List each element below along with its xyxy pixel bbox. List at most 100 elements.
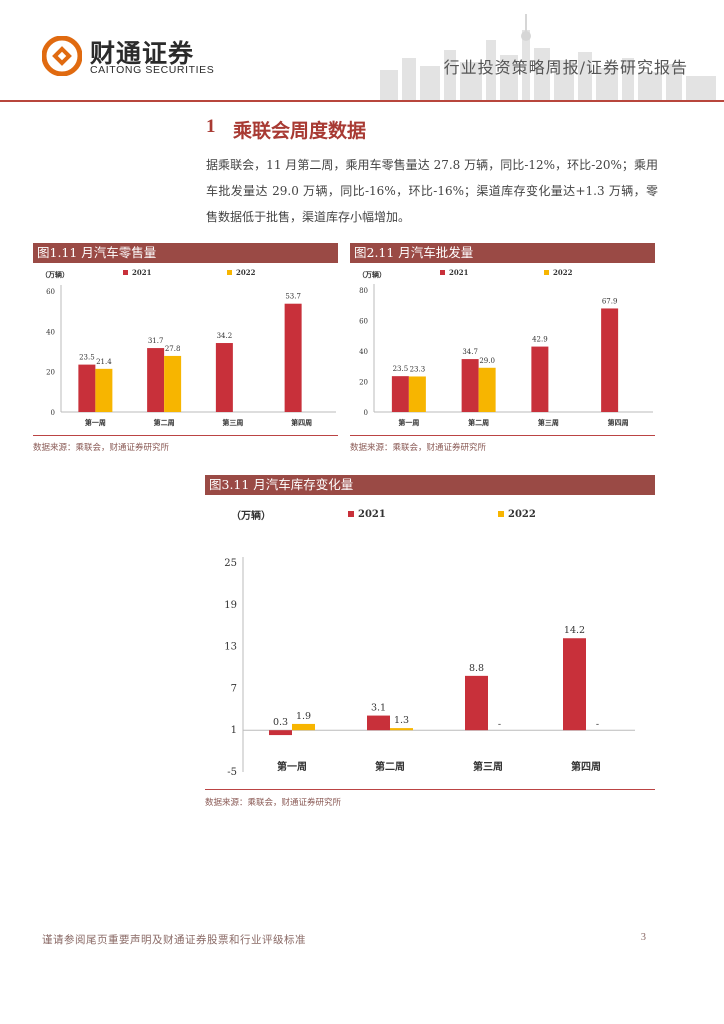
chart3-data-label: 0.3 — [273, 717, 288, 728]
chart2-legend-label-2021: 2021 — [449, 268, 469, 277]
chart3-bar-2021 — [465, 675, 488, 731]
chart3-y-tick: 7 — [231, 683, 237, 694]
skyline-graphic — [380, 14, 716, 102]
chart1-legend-label-2021: 2021 — [132, 268, 152, 277]
chart1-y-tick: 20 — [46, 369, 55, 377]
chart1-data-label: 27.8 — [165, 345, 181, 353]
chart1-y-tick: 0 — [51, 409, 55, 417]
body-paragraph: 据乘联会，11 月第二周，乘用车零售量达 27.8 万辆，同比-12%，环比-2… — [206, 158, 658, 224]
figure-3-chart: （万辆） 2021 2022 -5 1 7 13 19 25 第一周 0.3 1.9 第二周 3.1 1.3… — [224, 509, 635, 778]
chart2-bar-2022 — [408, 376, 426, 412]
figure-3-source: 数据来源：乘联会，财通证券研究所 — [205, 798, 342, 808]
section-number: 1 — [206, 116, 216, 137]
chart3-legend-label-2021: 2021 — [358, 509, 386, 520]
chart2-x-tick: 第一周 — [398, 418, 419, 427]
chart3-bar-2021 — [367, 715, 390, 731]
chart2-bar-2021 — [461, 359, 479, 412]
logo-icon — [42, 36, 82, 76]
brand-name-cn: 财通证券 — [90, 39, 195, 68]
figure-1-title: 图1.11 月汽车零售量 — [33, 243, 338, 263]
chart2-bar-2022 — [478, 367, 496, 412]
figure-2-rule — [350, 435, 655, 436]
chart3-legend-swatch-2021 — [348, 511, 354, 517]
chart1-bar-2021 — [215, 343, 233, 412]
chart3-y-tick: 13 — [224, 642, 237, 653]
figure-1-chart: （万辆） 2021 2022 0 20 40 60 第一周 23.521.4 第二周 31.727.… — [41, 268, 336, 427]
chart1-bar-2022 — [164, 355, 182, 412]
chart2-unit-label: （万辆） — [358, 270, 386, 279]
chart3-bar-2022 — [390, 728, 413, 731]
chart3-data-label: - — [498, 719, 501, 730]
chart3-data-label: 3.1 — [371, 703, 386, 714]
chart1-data-label: 34.2 — [217, 332, 233, 340]
chart3-data-label: - — [596, 719, 599, 730]
figure-3-rule — [205, 789, 655, 790]
chart3-legend-label-2022: 2022 — [508, 509, 536, 520]
chart1-x-tick: 第一周 — [85, 418, 106, 427]
chart1-bar-2021 — [78, 364, 96, 412]
chart3-x-tick: 第三周 — [473, 760, 503, 773]
chart2-legend-swatch-2022 — [544, 270, 549, 275]
chart1-unit-label: （万辆） — [41, 270, 69, 279]
chart2-data-label: 67.9 — [602, 297, 618, 305]
chart2-legend-swatch-2021 — [440, 270, 445, 275]
chart2-legend-label-2022: 2022 — [553, 268, 573, 277]
chart3-data-label: 8.8 — [469, 663, 484, 674]
chart3-data-label: 14.2 — [564, 625, 585, 636]
chart1-x-tick: 第四周 — [291, 418, 312, 427]
chart2-y-tick: 60 — [359, 318, 368, 326]
chart3-x-tick: 第二周 — [375, 760, 405, 773]
chart1-x-tick: 第三周 — [222, 418, 243, 427]
report-type: 行业投资策略周报/证券研究报告 — [443, 58, 688, 77]
chart2-y-tick: 40 — [359, 348, 368, 356]
chart3-x-tick: 第一周 — [277, 760, 307, 773]
figure-1-source: 数据来源：乘联会，财通证券研究所 — [33, 443, 170, 453]
chart2-bar-2021 — [531, 346, 549, 412]
chart1-bar-2021 — [284, 303, 302, 412]
chart1-data-label: 31.7 — [148, 337, 164, 345]
header-divider — [0, 100, 724, 102]
chart2-data-label: 29.0 — [479, 357, 495, 365]
chart2-y-tick: 80 — [359, 287, 368, 295]
chart3-bar-2021 — [563, 638, 586, 731]
chart1-data-label: 23.5 — [79, 354, 95, 362]
figure-1-rule — [33, 435, 338, 436]
chart2-y-tick: 20 — [359, 379, 368, 387]
chart3-y-tick: 19 — [224, 600, 237, 611]
chart2-x-tick: 第三周 — [538, 418, 559, 427]
chart1-x-tick: 第二周 — [154, 418, 175, 427]
page-number: 3 — [640, 932, 646, 943]
chart3-legend-swatch-2022 — [498, 511, 504, 517]
figure-2-source: 数据来源：乘联会，财通证券研究所 — [350, 443, 487, 453]
chart2-y-tick: 0 — [364, 409, 368, 417]
brand-name-en: CAITONG SECURITIES — [90, 64, 215, 76]
chart2-data-label: 34.7 — [462, 348, 478, 356]
chart2-x-tick: 第二周 — [468, 418, 489, 427]
figure-2-title: 图2.11 月汽车批发量 — [350, 243, 655, 263]
chart1-data-label: 21.4 — [96, 358, 112, 366]
chart2-data-label: 42.9 — [532, 336, 548, 344]
chart1-y-tick: 40 — [46, 328, 55, 336]
chart1-y-tick: 60 — [46, 288, 55, 296]
chart2-x-tick: 第四周 — [608, 418, 629, 427]
chart3-data-label: 1.3 — [394, 715, 409, 726]
chart1-bar-2022 — [95, 368, 113, 412]
chart3-unit-label: （万辆） — [231, 509, 271, 522]
section-title: 乘联会周度数据 — [233, 120, 367, 142]
chart2-data-label: 23.5 — [393, 365, 409, 373]
chart3-x-tick: 第四周 — [571, 760, 601, 773]
chart1-legend-swatch-2021 — [123, 270, 128, 275]
chart1-bar-2021 — [147, 348, 165, 412]
chart2-bar-2021 — [601, 308, 619, 412]
chart3-bar-2022 — [292, 723, 315, 731]
footer-disclaimer: 谨请参阅尾页重要声明及财通证券股票和行业评级标准 — [42, 934, 306, 946]
chart1-legend-swatch-2022 — [227, 270, 232, 275]
chart3-data-label: 1.9 — [296, 711, 311, 722]
chart1-data-label: 53.7 — [285, 293, 301, 301]
chart3-y-tick: 1 — [231, 725, 237, 736]
figure-2-chart: （万辆） 2021 2022 0 20 40 60 80 第一周 23.5 23.3 第二周 34.72… — [358, 268, 653, 427]
chart3-y-tick: -5 — [227, 767, 237, 778]
chart2-bar-2021 — [391, 376, 409, 412]
figure-3-title: 图3.11 月汽车库存变化量 — [205, 475, 655, 495]
chart3-y-tick: 25 — [224, 558, 237, 569]
